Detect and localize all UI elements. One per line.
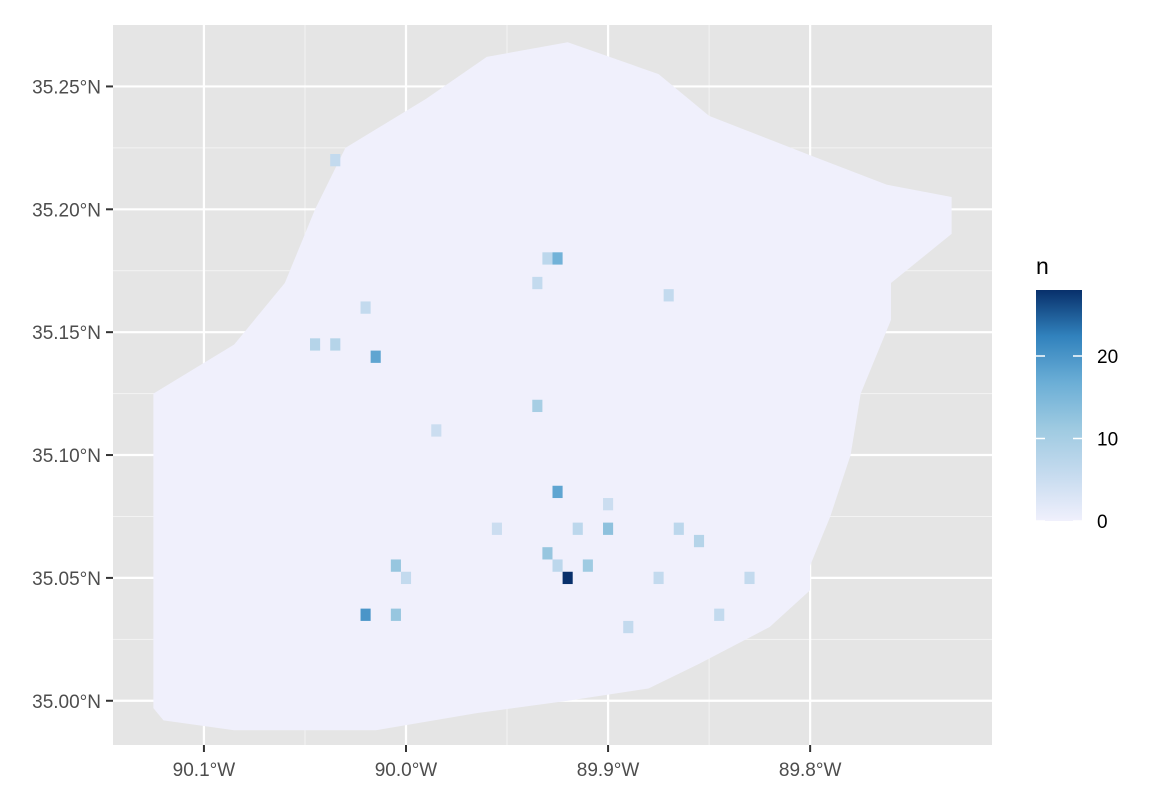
heatmap-cell (562, 571, 573, 585)
axis-ticks: 90.1°W 90.0°W 89.9°W 89.8°W 35.00°N 35.05°N 35… (32, 77, 841, 781)
heatmap-cell (552, 485, 563, 499)
heatmap-cell (542, 547, 553, 560)
heatmap-cell (623, 620, 634, 634)
heatmap-cell (582, 559, 593, 572)
y-tick-label: 35.05°N (32, 569, 101, 590)
legend-title: n (1036, 253, 1049, 279)
zero-count-area (153, 42, 952, 731)
legend-colorbar (1036, 290, 1082, 521)
legend-break-label: 20 (1097, 347, 1118, 368)
heatmap-cell (744, 571, 755, 585)
heatmap-cell (603, 522, 614, 535)
heatmap-cell (673, 522, 684, 535)
heatmap-cell (693, 534, 705, 548)
heatmap-cell (390, 559, 401, 572)
heatmap-cell (390, 608, 401, 621)
x-tick-label: 90.0°W (375, 760, 438, 781)
x-tick-label: 89.9°W (577, 760, 640, 781)
heatmap-cell (330, 154, 341, 167)
heatmap-cell (552, 252, 563, 265)
heatmap-cell (552, 559, 563, 572)
heatmap-cell (542, 252, 553, 265)
heatmap-cell (400, 571, 412, 585)
legend-break-label: 10 (1097, 430, 1118, 451)
x-tick-label: 90.1°W (173, 760, 236, 781)
y-tick-label: 35.25°N (32, 77, 101, 98)
legend-break-label: 0 (1097, 512, 1108, 533)
heatmap-cell (370, 350, 381, 363)
heatmap-cell (310, 338, 321, 351)
heatmap-cell (431, 424, 442, 437)
heatmap-cell (532, 399, 543, 413)
heatmap-cell (491, 522, 502, 535)
heatmap-cell (653, 571, 664, 585)
x-tick-label: 89.8°W (779, 760, 842, 781)
heatmap-cell (360, 301, 371, 314)
y-tick-label: 35.20°N (32, 200, 101, 221)
legend: n 0 10 20 (1036, 253, 1118, 533)
heatmap-cell (572, 522, 583, 535)
y-tick-label: 35.00°N (32, 692, 101, 713)
y-tick-label: 35.15°N (32, 323, 101, 344)
heatmap-cell (663, 289, 674, 302)
heatmap-cell (330, 338, 341, 351)
heatmap-cell (360, 608, 371, 621)
heatmap-cell (532, 276, 543, 290)
heatmap-cell (603, 498, 614, 511)
y-tick-label: 35.10°N (32, 446, 101, 467)
heatmap-cell (714, 608, 725, 621)
heatmap-cells (153, 42, 952, 731)
